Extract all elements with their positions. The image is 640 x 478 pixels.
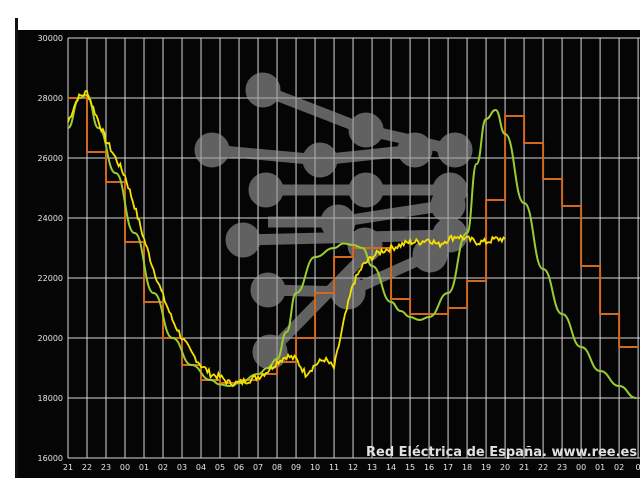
series-layer [67, 90, 639, 399]
y-tick-label: 30000 [38, 34, 63, 43]
y-tick-label: 16000 [38, 454, 63, 463]
x-tick-label: 12 [348, 463, 358, 472]
x-tick-label: 14 [386, 463, 396, 472]
y-tick-label: 20000 [38, 334, 63, 343]
x-tick-label: 16 [424, 463, 434, 472]
x-tick-label: 01 [139, 463, 149, 472]
x-tick-label: 22 [538, 463, 548, 472]
x-tick-label: 23 [101, 463, 111, 472]
x-tick-label: 02 [614, 463, 624, 472]
y-tick-label: 22000 [38, 274, 63, 283]
x-tick-label: 20 [500, 463, 510, 472]
y-tick-label: 24000 [38, 214, 63, 223]
x-tick-label: 23 [557, 463, 567, 472]
x-tick-label: 18 [462, 463, 472, 472]
x-tick-label: 09 [291, 463, 301, 472]
x-tick-label: 05 [215, 463, 225, 472]
x-tick-label: 04 [196, 463, 206, 472]
x-tick-label: 00 [576, 463, 586, 472]
plot-area [15, 30, 640, 478]
x-tick-label: 11 [329, 463, 339, 472]
x-tick-label: 17 [443, 463, 453, 472]
x-axis-labels: 21 22 23 00 01 02 03 04 05 06 07 08 09 10 11 12 13 14 15 16… [63, 463, 640, 472]
x-tick-label: 21 [519, 463, 529, 472]
x-tick-label: 10 [310, 463, 320, 472]
series-real_demand [67, 90, 506, 388]
x-tick-label: 06 [234, 463, 244, 472]
left-border [15, 18, 18, 478]
credit-text: Red Eléctrica de España. www.ree.es [366, 445, 637, 460]
x-tick-label: 22 [82, 463, 92, 472]
y-tick-label: 18000 [38, 394, 63, 403]
y-tick-label: 28000 [38, 94, 63, 103]
x-tick-label: 13 [367, 463, 377, 472]
series-forecast_line [67, 93, 637, 399]
x-tick-label: 02 [158, 463, 168, 472]
x-tick-label: 01 [595, 463, 605, 472]
x-tick-label: 03 [177, 463, 187, 472]
x-tick-label: 19 [481, 463, 491, 472]
x-tick-label: 08 [272, 463, 282, 472]
x-tick-label: 15 [405, 463, 415, 472]
x-tick-label: 07 [253, 463, 263, 472]
y-axis-labels: 16000 18000 20000 22000 24000 26000 28000 30000 [38, 34, 63, 463]
x-tick-label: 00 [120, 463, 130, 472]
x-tick-label: 0 [636, 463, 640, 472]
x-tick-label: 21 [63, 463, 73, 472]
y-tick-label: 26000 [38, 154, 63, 163]
